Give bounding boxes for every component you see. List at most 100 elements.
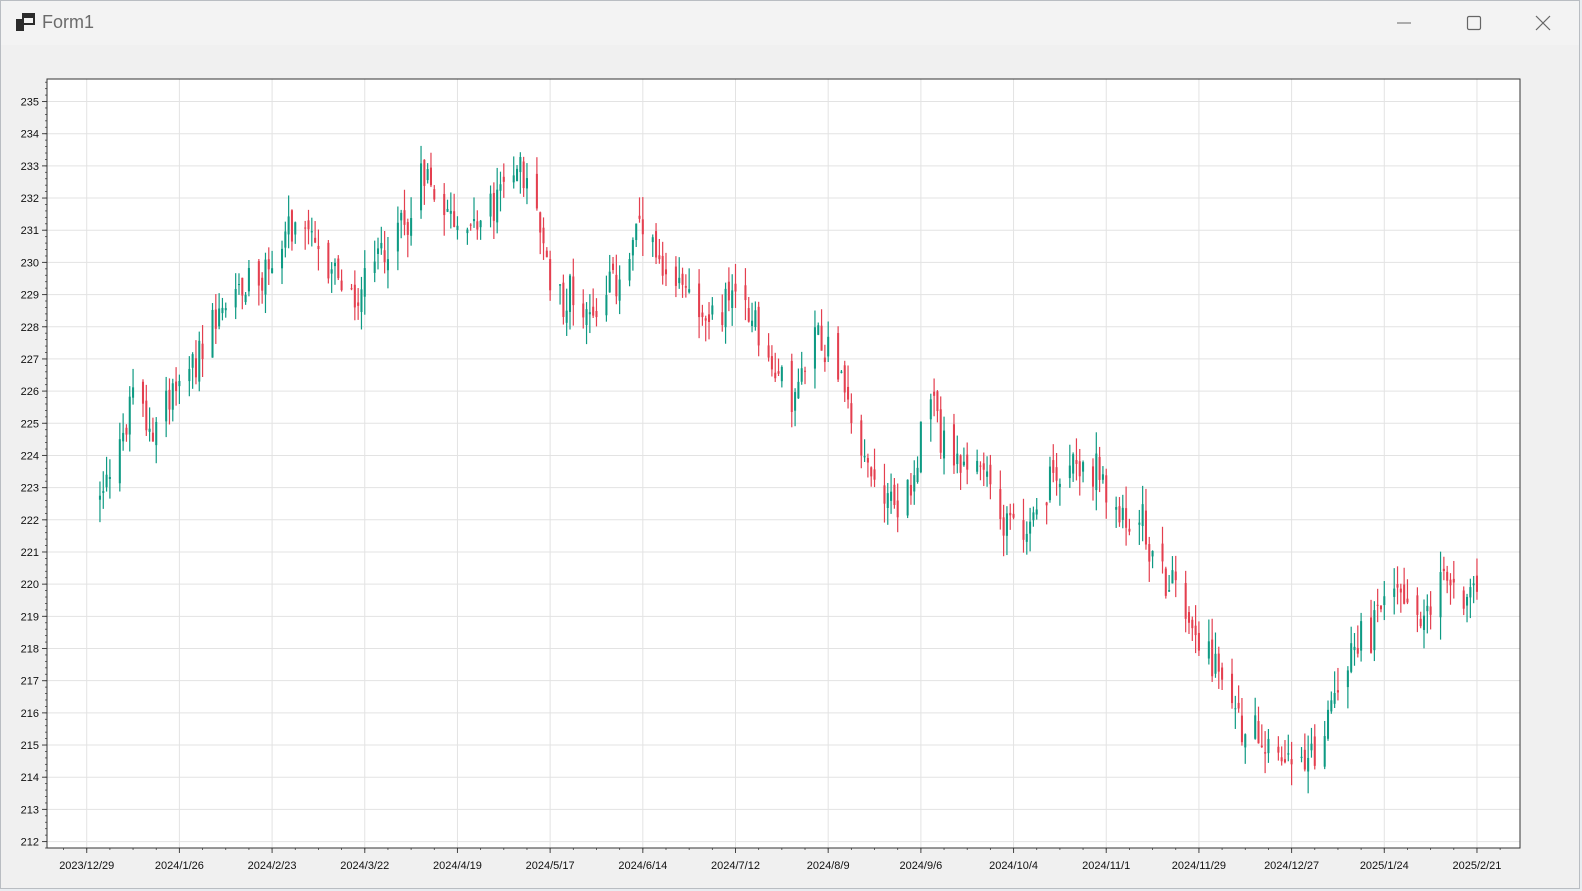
candle bbox=[214, 294, 217, 344]
minimize-button[interactable] bbox=[1381, 1, 1427, 45]
candle bbox=[267, 247, 270, 285]
y-tick-label: 225 bbox=[21, 418, 39, 430]
candle-body bbox=[1091, 466, 1095, 487]
candle bbox=[423, 159, 426, 205]
candle-body bbox=[128, 396, 131, 435]
x-tick-label: 2024/8/9 bbox=[807, 860, 850, 872]
candle bbox=[767, 333, 770, 362]
maximize-button[interactable] bbox=[1451, 1, 1497, 45]
candle-body bbox=[257, 261, 260, 286]
candle bbox=[721, 294, 724, 332]
y-tick-label: 213 bbox=[21, 804, 39, 816]
candle bbox=[1009, 503, 1012, 530]
candle-body bbox=[1101, 474, 1104, 480]
candle-body bbox=[1115, 507, 1118, 510]
candle-body bbox=[1462, 590, 1465, 609]
candle bbox=[449, 192, 452, 229]
candle bbox=[628, 252, 631, 287]
candle-body bbox=[890, 491, 893, 501]
candlestick-chart[interactable]: 212 213 214 215 216 217 218 219 220 221 222 223 224 2… bbox=[1, 45, 1579, 888]
candle bbox=[383, 230, 386, 274]
candle bbox=[1469, 578, 1472, 619]
candle-body bbox=[962, 461, 965, 466]
candle-body bbox=[244, 294, 247, 303]
candle-body bbox=[1052, 460, 1055, 473]
candle-body bbox=[1323, 736, 1326, 767]
candle-body bbox=[122, 432, 125, 442]
candle-body bbox=[194, 358, 197, 378]
candle bbox=[827, 321, 830, 363]
candle bbox=[982, 452, 985, 487]
x-tick-label: 2024/6/14 bbox=[618, 860, 667, 872]
candle bbox=[1416, 587, 1419, 633]
candle bbox=[1287, 734, 1290, 762]
candle bbox=[244, 292, 247, 305]
y-tick-label: 217 bbox=[21, 676, 39, 688]
candle bbox=[1257, 706, 1260, 744]
close-button[interactable] bbox=[1520, 1, 1566, 45]
candle-body bbox=[403, 210, 406, 225]
candle bbox=[1082, 460, 1085, 483]
candle-body bbox=[267, 259, 270, 270]
x-tick-label: 2024/12/27 bbox=[1264, 860, 1319, 872]
candle-body bbox=[132, 387, 135, 398]
candle bbox=[698, 269, 701, 339]
candle bbox=[224, 302, 227, 318]
candle bbox=[314, 221, 317, 244]
candle bbox=[790, 353, 793, 428]
y-tick-label: 226 bbox=[21, 386, 39, 398]
candle bbox=[241, 277, 244, 310]
candle-body bbox=[443, 193, 446, 216]
candle-body bbox=[1121, 507, 1124, 520]
candle bbox=[952, 413, 955, 474]
candle-body bbox=[1350, 643, 1353, 672]
candle-body bbox=[1419, 618, 1422, 627]
x-tick-label: 2024/3/22 bbox=[340, 860, 389, 872]
candle-body bbox=[588, 312, 591, 315]
candle-body bbox=[989, 464, 992, 485]
candle-body bbox=[304, 227, 307, 229]
candle-body bbox=[171, 383, 174, 410]
candle-body bbox=[433, 189, 436, 200]
candle-body bbox=[1277, 746, 1280, 753]
candle bbox=[118, 422, 121, 492]
candle-body bbox=[108, 476, 111, 479]
close-icon bbox=[1535, 15, 1551, 31]
candle bbox=[678, 257, 681, 289]
candle-body bbox=[1393, 588, 1396, 597]
candle bbox=[290, 209, 293, 251]
candle bbox=[1360, 612, 1363, 662]
candle bbox=[429, 152, 432, 188]
candle-body bbox=[1346, 670, 1349, 688]
candle-body bbox=[870, 467, 873, 477]
candle bbox=[797, 368, 800, 399]
x-tick-label: 2023/12/29 bbox=[59, 860, 114, 872]
candle bbox=[178, 374, 181, 404]
candle-body bbox=[744, 285, 747, 301]
candle-body bbox=[224, 308, 227, 311]
candle bbox=[1379, 605, 1383, 613]
candle-body bbox=[1025, 533, 1028, 542]
candle-body bbox=[1148, 544, 1151, 562]
candle bbox=[1439, 551, 1442, 640]
candle bbox=[1118, 497, 1121, 527]
candle bbox=[1277, 736, 1280, 761]
candle-body bbox=[780, 367, 783, 382]
candle bbox=[294, 221, 297, 244]
candle-body bbox=[751, 320, 754, 327]
candle bbox=[655, 223, 658, 265]
candle-body bbox=[909, 484, 912, 496]
candle bbox=[492, 182, 495, 239]
candle-body bbox=[218, 308, 221, 327]
candle bbox=[1101, 466, 1104, 484]
candle-body bbox=[674, 266, 677, 286]
candle bbox=[201, 325, 204, 377]
candle bbox=[545, 247, 548, 258]
candle bbox=[751, 302, 754, 333]
candle bbox=[489, 185, 492, 228]
candle-body bbox=[952, 424, 955, 466]
candle-body bbox=[906, 479, 909, 516]
title-bar[interactable]: Form1 bbox=[1, 1, 1579, 45]
y-tick-label: 235 bbox=[21, 97, 39, 109]
